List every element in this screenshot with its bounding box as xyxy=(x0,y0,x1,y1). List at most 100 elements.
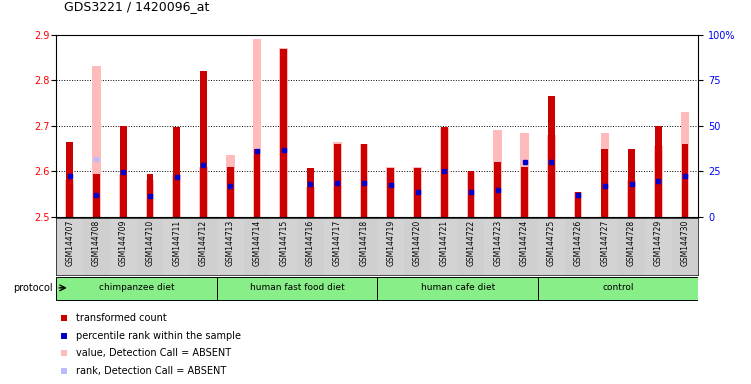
Bar xyxy=(431,218,457,275)
Bar xyxy=(575,192,581,217)
Bar xyxy=(547,135,556,217)
Bar xyxy=(334,144,341,217)
Bar xyxy=(110,218,137,275)
Bar xyxy=(548,96,555,217)
Text: percentile rank within the sample: percentile rank within the sample xyxy=(76,331,240,341)
Bar xyxy=(280,49,287,217)
Bar xyxy=(227,167,234,217)
Bar xyxy=(574,192,582,217)
Bar xyxy=(146,174,153,217)
Bar xyxy=(65,180,74,217)
Bar xyxy=(333,142,342,217)
Bar xyxy=(565,218,592,275)
Text: GSM144728: GSM144728 xyxy=(627,219,636,266)
Bar xyxy=(93,174,100,217)
Bar xyxy=(92,66,101,217)
Text: GSM144718: GSM144718 xyxy=(360,219,369,266)
Bar xyxy=(601,132,609,217)
Bar xyxy=(270,218,297,275)
Text: GSM144722: GSM144722 xyxy=(466,219,475,266)
Bar xyxy=(592,218,618,275)
Bar xyxy=(351,218,377,275)
Text: control: control xyxy=(602,283,634,292)
Text: human fast food diet: human fast food diet xyxy=(250,283,345,292)
Bar xyxy=(199,167,208,217)
Bar xyxy=(440,128,448,217)
Bar xyxy=(243,218,270,275)
Text: GSM144730: GSM144730 xyxy=(680,219,689,266)
Text: GSM144724: GSM144724 xyxy=(520,219,529,266)
Bar xyxy=(173,127,180,217)
Text: GSM144709: GSM144709 xyxy=(119,219,128,266)
Text: GSM144710: GSM144710 xyxy=(146,219,155,266)
Bar xyxy=(137,218,163,275)
Bar xyxy=(441,127,448,217)
Bar xyxy=(654,146,662,217)
Bar xyxy=(306,187,315,217)
Bar xyxy=(217,276,377,300)
Text: GSM144716: GSM144716 xyxy=(306,219,315,266)
Bar xyxy=(538,276,698,300)
Bar xyxy=(56,276,217,300)
Bar xyxy=(682,144,689,217)
Bar xyxy=(217,218,243,275)
Bar xyxy=(120,126,127,217)
Text: rank, Detection Call = ABSENT: rank, Detection Call = ABSENT xyxy=(76,366,226,376)
Text: chimpanzee diet: chimpanzee diet xyxy=(99,283,174,292)
Text: GSM144726: GSM144726 xyxy=(574,219,583,266)
Text: GSM144707: GSM144707 xyxy=(65,219,74,266)
Bar xyxy=(252,39,261,217)
Bar xyxy=(645,218,671,275)
Bar xyxy=(413,167,422,217)
Bar xyxy=(468,171,475,217)
Text: GSM144729: GSM144729 xyxy=(654,219,663,266)
Bar xyxy=(618,218,645,275)
Bar xyxy=(324,218,351,275)
Bar xyxy=(146,180,154,217)
Bar xyxy=(404,218,431,275)
Bar xyxy=(627,180,636,217)
Text: GSM144721: GSM144721 xyxy=(440,219,449,266)
Text: GSM144712: GSM144712 xyxy=(199,219,208,266)
Bar xyxy=(457,218,484,275)
Bar xyxy=(66,142,73,217)
Text: GSM144717: GSM144717 xyxy=(333,219,342,266)
Text: GSM144727: GSM144727 xyxy=(600,219,609,266)
Bar xyxy=(538,218,565,275)
Bar xyxy=(388,168,394,217)
Text: GDS3221 / 1420096_at: GDS3221 / 1420096_at xyxy=(64,0,210,13)
Bar xyxy=(520,132,529,217)
Bar xyxy=(466,171,475,217)
Bar xyxy=(279,48,288,217)
Bar xyxy=(655,126,662,217)
Bar xyxy=(602,149,608,217)
Bar xyxy=(628,149,635,217)
Text: GSM144719: GSM144719 xyxy=(386,219,395,266)
Text: GSM144708: GSM144708 xyxy=(92,219,101,266)
Bar xyxy=(671,218,698,275)
Bar xyxy=(83,218,110,275)
Bar xyxy=(254,149,261,217)
Bar xyxy=(119,174,128,217)
Text: transformed count: transformed count xyxy=(76,313,166,323)
Bar xyxy=(307,168,314,217)
Bar xyxy=(484,218,511,275)
Bar xyxy=(163,218,190,275)
Bar xyxy=(173,174,181,217)
Bar xyxy=(226,156,234,217)
Bar xyxy=(56,218,83,275)
Text: value, Detection Call = ABSENT: value, Detection Call = ABSENT xyxy=(76,348,231,358)
Bar xyxy=(360,144,368,217)
Text: human cafe diet: human cafe diet xyxy=(421,283,495,292)
Bar xyxy=(680,112,689,217)
Bar xyxy=(387,167,395,217)
Text: GSM144720: GSM144720 xyxy=(413,219,422,266)
Text: GSM144711: GSM144711 xyxy=(172,219,181,266)
Bar xyxy=(297,218,324,275)
Text: GSM144714: GSM144714 xyxy=(252,219,261,266)
Bar xyxy=(377,276,538,300)
Bar xyxy=(360,144,367,217)
Bar xyxy=(200,71,207,217)
Text: GSM144715: GSM144715 xyxy=(279,219,288,266)
Bar xyxy=(521,167,528,217)
